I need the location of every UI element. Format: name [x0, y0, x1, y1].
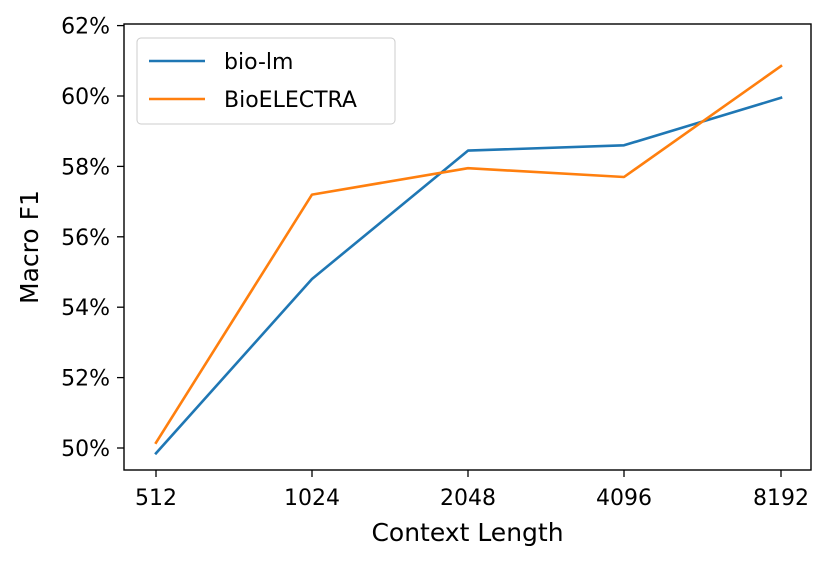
- x-axis: 512 1024 2048 4096 8192: [135, 470, 809, 511]
- x-tick-label: 8192: [753, 486, 809, 511]
- series-line-1: [154, 64, 783, 445]
- series-line-0: [154, 96, 783, 456]
- y-tick-label: 56%: [61, 226, 110, 251]
- y-axis-title: Macro F1: [15, 190, 44, 304]
- y-tick-label: 60%: [61, 85, 110, 110]
- legend-box: [136, 37, 396, 125]
- x-tick-label: 2048: [440, 486, 496, 511]
- y-tick-label: 58%: [61, 155, 110, 180]
- x-tick-label: 512: [135, 486, 177, 511]
- plot-lines: [154, 64, 783, 456]
- x-tick-label: 1024: [284, 486, 340, 511]
- legend: bio-lm BioELECTRA: [136, 37, 396, 125]
- y-tick-label: 62%: [61, 15, 110, 40]
- x-tick-label: 4096: [596, 486, 652, 511]
- y-tick-label: 52%: [61, 367, 110, 392]
- x-axis-title: Context Length: [371, 518, 563, 547]
- legend-label: bio-lm: [224, 50, 293, 75]
- y-axis: 50% 52% 54% 56% 58% 60% 62%: [61, 15, 124, 462]
- y-tick-label: 54%: [61, 296, 110, 321]
- y-tick-label: 50%: [61, 437, 110, 462]
- legend-label: BioELECTRA: [224, 88, 357, 113]
